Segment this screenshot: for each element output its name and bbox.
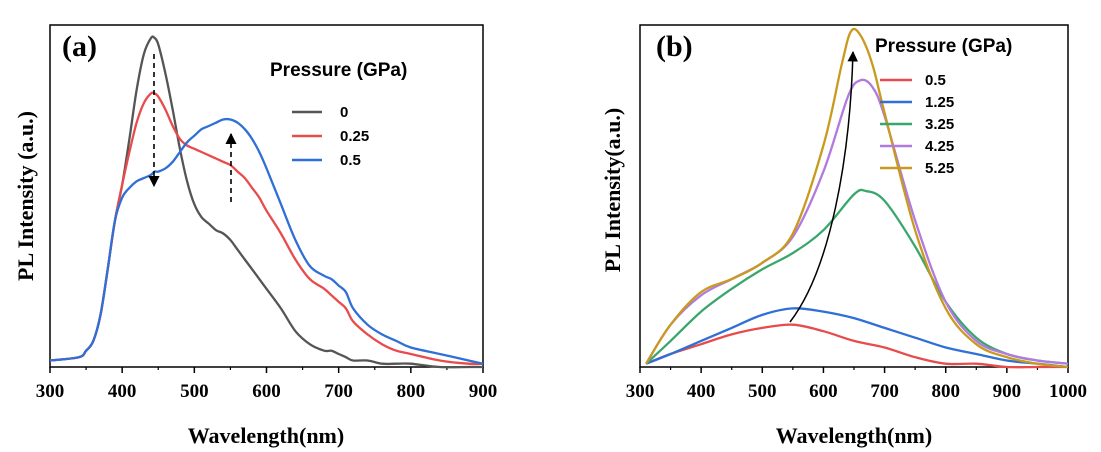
series-line-5.25	[645, 27, 1069, 369]
x-tick-label: 600	[252, 381, 281, 402]
legend-title-b: Pressure (GPa)	[875, 36, 1012, 57]
series-lines-a	[49, 35, 484, 369]
x-tick-label: 300	[36, 381, 65, 402]
x-axis-title-b: Wavelength(nm)	[776, 423, 932, 448]
legend-title-a: Pressure (GPa)	[270, 60, 407, 81]
x-ticks-b: 300 400 500 600 700 800 900 1000	[626, 367, 1087, 402]
x-tick-label: 300	[626, 381, 655, 402]
x-tick-label: 900	[993, 381, 1022, 402]
legend-entry-0.5: 0.5	[340, 152, 361, 169]
y-axis-title-b: PL Intensity(a.u.)	[600, 108, 625, 272]
panel-a: 300 400 500 600 700 800 900 (a) Pressure (GPa)…	[13, 24, 498, 448]
x-ticks-a: 300 400 500 600 700 800 900	[36, 367, 498, 402]
legend-entry-3.25: 3.25	[925, 116, 954, 133]
series-line-0	[49, 35, 483, 369]
x-tick-label: 800	[397, 381, 426, 402]
x-tick-label: 400	[687, 381, 716, 402]
x-tick-label: 700	[870, 381, 899, 402]
series-lines-b	[645, 27, 1069, 369]
legend-entry-0: 0	[340, 104, 348, 121]
series-line-0.5	[645, 323, 1068, 369]
series-line-1.25	[645, 307, 1069, 369]
panel-label-b: (b)	[656, 30, 693, 63]
curved-arrow	[789, 50, 858, 323]
legend-entry-0.25: 0.25	[340, 128, 369, 145]
annotation-arrows-a	[148, 54, 237, 202]
panel-label-a: (a)	[62, 30, 97, 63]
series-line-0.5	[49, 117, 484, 365]
legend-entry-0.5: 0.5	[925, 72, 946, 89]
legend-a: 0 0.25 0.5	[292, 104, 369, 169]
legend-entry-1.25: 1.25	[925, 94, 954, 111]
legend-entry-5.25: 5.25	[925, 160, 954, 177]
annotation-arrows-b	[789, 50, 858, 323]
series-line-0.25	[49, 91, 484, 366]
x-tick-label: 500	[748, 381, 777, 402]
x-axis-title-a: Wavelength(nm)	[188, 423, 344, 448]
x-tick-label: 700	[324, 381, 353, 402]
series-line-3.25	[645, 188, 1069, 365]
plot-frame-a	[49, 24, 484, 368]
x-tick-label: 900	[469, 381, 498, 402]
x-tick-label: 800	[931, 381, 960, 402]
legend-b: 0.5 1.25 3.25 4.25 5.25	[880, 72, 954, 177]
plot-frame-b	[639, 24, 1069, 368]
series-line-4.25	[645, 78, 1069, 365]
panel-b: 300 400 500 600 700 800 900 1000 (b) Pressure (…	[600, 24, 1087, 448]
legend-entry-4.25: 4.25	[925, 138, 954, 155]
x-tick-label: 1000	[1049, 381, 1087, 402]
x-tick-label: 400	[108, 381, 137, 402]
x-tick-label: 600	[809, 381, 838, 402]
y-axis-title-a: PL Intensity (a.u.)	[13, 111, 38, 281]
x-tick-label: 500	[180, 381, 209, 402]
